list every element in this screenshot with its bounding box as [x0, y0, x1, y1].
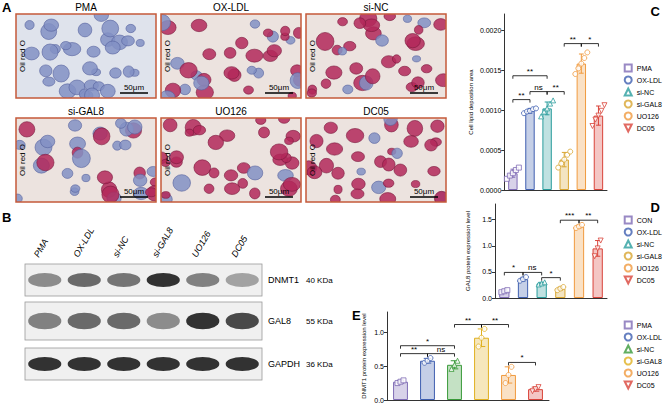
svg-text:*: *: [520, 353, 523, 362]
svg-text:Oil red O: Oil red O: [163, 144, 172, 176]
svg-text:CON: CON: [637, 217, 653, 224]
svg-text:UO126: UO126: [637, 265, 659, 272]
svg-text:0.0015: 0.0015: [480, 67, 502, 74]
svg-text:si-NC: si-NC: [364, 2, 389, 13]
svg-text:UO126: UO126: [637, 370, 659, 377]
svg-text:**: **: [518, 91, 524, 100]
svg-text:50μm: 50μm: [414, 187, 435, 196]
svg-text:0.0020: 0.0020: [480, 27, 502, 34]
svg-text:0.0010: 0.0010: [480, 107, 502, 114]
svg-text:PMA: PMA: [75, 2, 97, 13]
svg-text:Oil red O: Oil red O: [308, 40, 317, 72]
svg-text:DC05: DC05: [229, 233, 250, 259]
svg-text:50μm: 50μm: [124, 187, 145, 196]
svg-text:si-NC: si-NC: [637, 346, 655, 353]
svg-text:**: **: [570, 35, 576, 44]
svg-text:**: **: [585, 211, 591, 220]
svg-text:B: B: [2, 210, 11, 225]
svg-text:1.0: 1.0: [374, 329, 384, 336]
svg-text:GAPDH: GAPDH: [268, 359, 300, 369]
svg-text:ns: ns: [534, 83, 542, 92]
svg-text:55 KDa: 55 KDa: [306, 317, 333, 326]
svg-text:OX-LDL: OX-LDL: [637, 334, 662, 341]
svg-text:PMA: PMA: [637, 322, 653, 329]
svg-text:OX-LDL: OX-LDL: [213, 2, 250, 13]
svg-text:1.5: 1.5: [482, 216, 492, 223]
svg-text:Oil red O: Oil red O: [18, 40, 27, 72]
svg-text:si-GAL8: si-GAL8: [637, 101, 662, 108]
svg-text:si-GAL8: si-GAL8: [68, 106, 105, 117]
svg-text:UO126: UO126: [190, 229, 213, 259]
svg-text:36 KDa: 36 KDa: [306, 360, 333, 369]
svg-text:*: *: [588, 35, 591, 44]
svg-text:**: **: [553, 83, 559, 92]
svg-text:Oil red O: Oil red O: [163, 40, 172, 72]
svg-text:OX-LDL: OX-LDL: [637, 77, 662, 84]
svg-text:0.0: 0.0: [482, 295, 492, 302]
svg-text:UO126: UO126: [215, 106, 247, 117]
svg-text:Cell lipid deposition area: Cell lipid deposition area: [468, 69, 474, 135]
svg-text:DC05: DC05: [637, 382, 655, 389]
svg-text:**: **: [465, 316, 471, 325]
svg-text:0.5: 0.5: [374, 363, 384, 370]
svg-text:si-NC: si-NC: [111, 234, 131, 259]
svg-text:*: *: [512, 263, 515, 272]
svg-text:50μm: 50μm: [414, 83, 435, 92]
svg-text:OX-LDL: OX-LDL: [71, 226, 96, 259]
svg-text:ns: ns: [528, 263, 536, 272]
svg-text:DNMT1: DNMT1: [268, 275, 299, 285]
svg-text:DC05: DC05: [637, 125, 655, 132]
svg-text:***: ***: [565, 211, 574, 220]
svg-text:C: C: [651, 4, 661, 19]
svg-text:PMA: PMA: [637, 65, 653, 72]
svg-text:DNMT1 protein expression level: DNMT1 protein expression level: [361, 313, 367, 398]
svg-text:si-NC: si-NC: [637, 89, 655, 96]
svg-text:Oil red O: Oil red O: [18, 144, 27, 176]
svg-text:GAL8: GAL8: [268, 316, 291, 326]
svg-text:si-GAL8: si-GAL8: [637, 253, 662, 260]
svg-text:0.0: 0.0: [374, 397, 384, 404]
svg-text:A: A: [2, 0, 12, 15]
svg-text:0.0005: 0.0005: [480, 147, 502, 154]
svg-text:**: **: [527, 67, 533, 76]
svg-text:si-GAL8: si-GAL8: [637, 358, 662, 365]
svg-text:40 KDa: 40 KDa: [306, 276, 333, 285]
svg-text:*: *: [426, 337, 429, 346]
svg-text:50μm: 50μm: [269, 187, 290, 196]
svg-text:0.5: 0.5: [482, 268, 492, 275]
svg-text:si-NC: si-NC: [637, 241, 655, 248]
svg-text:DC05: DC05: [637, 277, 655, 284]
svg-text:OX-LDL: OX-LDL: [637, 229, 662, 236]
svg-text:50μm: 50μm: [269, 83, 290, 92]
svg-text:UO126: UO126: [637, 113, 659, 120]
svg-text:*: *: [549, 269, 552, 278]
svg-text:1.0: 1.0: [482, 242, 492, 249]
svg-text:0.0000: 0.0000: [480, 187, 502, 194]
svg-text:E: E: [352, 308, 361, 323]
svg-text:Oil red O: Oil red O: [308, 144, 317, 176]
svg-text:GAL8 protein expression level: GAL8 protein expression level: [465, 211, 471, 291]
svg-text:ns: ns: [436, 344, 446, 354]
svg-text:D: D: [651, 200, 660, 215]
svg-text:**: **: [492, 316, 498, 325]
svg-text:DC05: DC05: [363, 106, 389, 117]
svg-text:PMA: PMA: [32, 237, 50, 259]
svg-text:si-GAL8: si-GAL8: [150, 226, 175, 259]
svg-text:50μm: 50μm: [124, 83, 145, 92]
